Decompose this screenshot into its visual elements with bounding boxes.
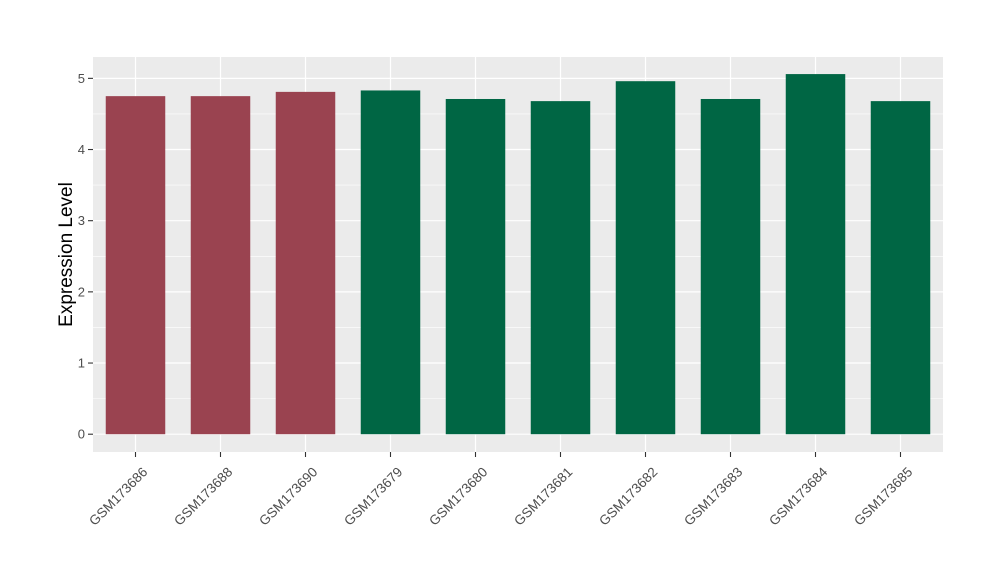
x-tick-label: GSM173684 xyxy=(766,464,831,529)
y-axis-label: Expression Level xyxy=(56,182,77,327)
bar-GSM173688 xyxy=(190,96,251,435)
y-tick-label: 1 xyxy=(78,356,85,371)
bar-GSM173683 xyxy=(700,98,761,435)
x-tick-label: GSM173686 xyxy=(86,464,150,528)
x-tick-label: GSM173682 xyxy=(596,464,660,528)
bar-GSM173679 xyxy=(360,90,421,435)
bar-GSM173685 xyxy=(870,101,931,435)
y-tick-label: 3 xyxy=(78,213,85,228)
bar-GSM173684 xyxy=(785,74,846,435)
bar-GSM173681 xyxy=(530,101,591,435)
y-tick-label: 0 xyxy=(78,427,85,442)
bars xyxy=(105,74,931,435)
y-tick-label: 4 xyxy=(78,142,85,157)
y-tick-label: 2 xyxy=(78,284,85,299)
x-axis: GSM173686 GSM173688 GSM173690 GSM173679 GSM1… xyxy=(86,452,915,529)
x-tick-label: GSM173681 xyxy=(511,464,575,528)
x-tick-label: GSM173679 xyxy=(341,464,405,528)
bar-GSM173682 xyxy=(615,81,676,435)
x-tick-label: GSM173685 xyxy=(851,464,915,528)
x-tick-label: GSM173688 xyxy=(171,464,235,528)
y-tick-label: 5 xyxy=(78,71,85,86)
x-tick-label: GSM173683 xyxy=(681,464,745,528)
x-tick-label: GSM173680 xyxy=(426,464,490,528)
y-axis: 0 1 2 3 4 5 xyxy=(78,71,93,442)
bar-GSM173690 xyxy=(275,91,336,435)
bar-GSM173680 xyxy=(445,98,506,435)
bar-GSM173686 xyxy=(105,96,166,435)
x-tick-label: GSM173690 xyxy=(256,464,320,528)
